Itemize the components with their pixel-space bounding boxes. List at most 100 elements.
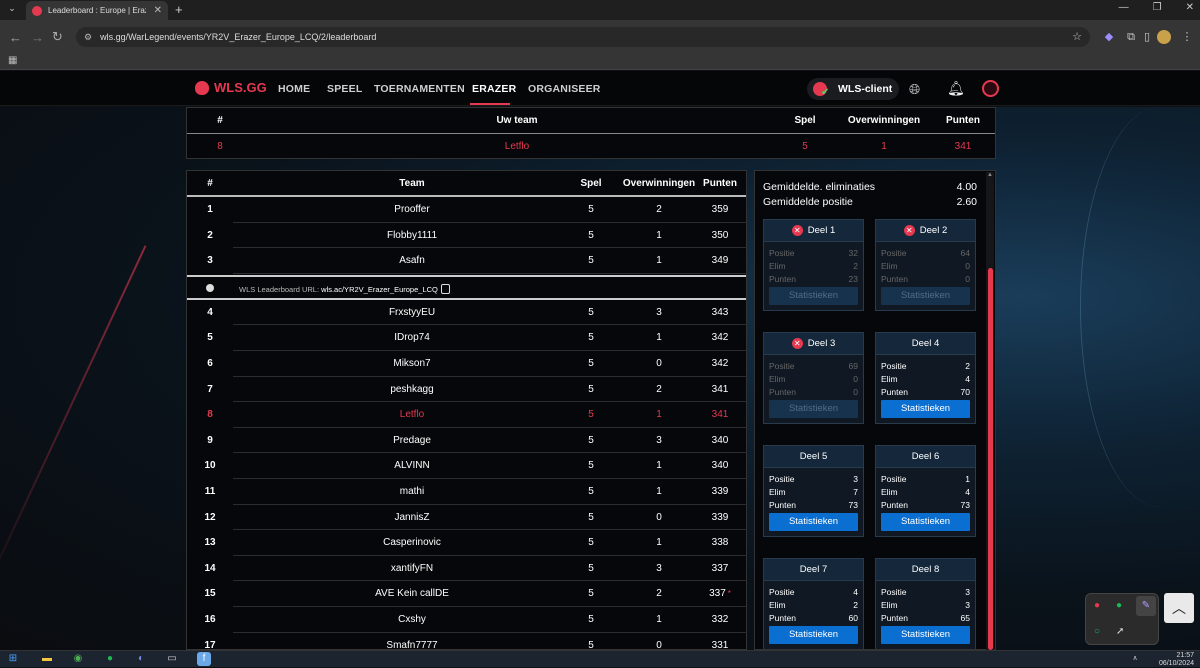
leaderboard-url: WLS Leaderboard URL: wls.ac/YR2V_Erazer_… [239,283,450,294]
row-team-name[interactable]: peshkagg [390,383,434,395]
statistics-button[interactable]: Statistieken [881,513,970,531]
bookmarks-bar: ▦ [0,52,1200,70]
browser-menu-icon[interactable]: ⋮ [1181,31,1193,43]
back-icon[interactable]: ← [9,30,22,45]
row-spel: 5 [588,639,594,650]
row-team-name[interactable]: FrxstyyEU [388,306,436,318]
wls-tray-icon[interactable]: ● [1094,600,1101,611]
start-icon[interactable]: ⊞ [8,653,18,664]
row-team-name[interactable]: Mikson7 [393,358,431,369]
scroll-up-arrow-icon[interactable]: ▲ [987,172,993,178]
row-team-name[interactable]: xantifyFN [390,562,434,574]
language-globe-icon[interactable]: 🌐︎ [909,81,921,97]
minimize-icon[interactable]: — [1118,2,1129,13]
client-logo-icon: ✔ [813,82,829,98]
notifications-bell-icon[interactable]: 🔔︎ [947,80,965,96]
part-card: ✕ Deel 3 Positie 69 Elim 0 Punten 0 Statistieken [763,332,864,424]
site-info-icon[interactable]: ⚙ [84,31,93,42]
row-rank: 8 [207,409,213,421]
row-team-name[interactable]: JannisZ [394,511,430,523]
site-logo[interactable]: WLS.GG [195,80,267,95]
panel-scroll-thumb[interactable] [988,268,993,650]
statistics-button[interactable]: Statistieken [881,626,970,644]
spotify-icon[interactable]: ● [106,653,114,664]
discord-icon[interactable]: ◐ [137,653,145,664]
app-f-icon[interactable]: f [197,652,211,666]
statistics-button[interactable]: Statistieken [881,400,970,418]
statistics-button[interactable]: Statistieken [769,513,858,531]
row-points: 340 [693,428,746,454]
row-team-name[interactable]: Cxshy [398,614,426,625]
row-team-name[interactable]: Prooffer [394,204,430,215]
row-team-name[interactable]: Predage [393,434,431,446]
nav-organiseer[interactable]: ORGANISEER [528,83,601,95]
row-team-name[interactable]: Casperinovic [383,537,441,549]
tray-overflow-popup: ● ● ✎ ○ ➚ [1085,593,1159,645]
nav-toernamenten[interactable]: TOERNAMENTEN [374,83,465,95]
reload-icon[interactable]: ↻ [52,29,63,44]
row-team-name[interactable]: Smafn7777 [386,639,438,650]
tab-list-button[interactable]: ⌄ [8,3,16,13]
taskbar-clock[interactable]: 21:57 06/10/2024 [1159,652,1194,668]
your-team-name[interactable]: Letflo [504,141,530,152]
statistics-button[interactable]: Statistieken [769,287,858,305]
part-elims-row: Elim 4 [881,374,970,384]
wls-client-button[interactable]: ✔ WLS-client [807,78,899,100]
forward-icon[interactable]: → [31,30,44,45]
address-bar[interactable]: ⚙ wls.gg/WarLegend/events/YR2V_Erazer_Eu… [76,27,1090,47]
extension-icon[interactable]: ◆ [1104,31,1114,43]
bookmark-star-icon[interactable]: ☆ [1072,31,1082,43]
chrome-icon[interactable]: ◉ [73,653,83,664]
part-elims-label: Elim [769,600,786,610]
url-value[interactable]: wls.ac/YR2V_Erazer_Europe_LCQ [321,284,438,294]
row-divider [233,401,746,403]
close-tab-icon[interactable]: ✕ [153,5,162,16]
row-wins: 2 [656,588,662,600]
side-panel-icon[interactable]: ▯ [1143,31,1151,43]
row-team-name[interactable]: Letflo [399,409,425,421]
row-points-value: 332 [711,614,729,625]
row-rank: 10 [204,460,216,472]
row-team-name[interactable]: Flobby1111 [386,229,438,241]
nav-speel[interactable]: SPEEL [327,83,363,95]
extensions-puzzle-icon[interactable]: ⧉ [1127,31,1135,43]
status-tray-icon[interactable]: ○ [1094,626,1101,637]
restore-icon[interactable]: ❐ [1152,2,1162,13]
user-avatar[interactable] [982,80,999,97]
statistics-button[interactable]: Statistieken [769,400,858,418]
copy-icon[interactable] [440,283,450,294]
row-rank: 7 [207,383,213,395]
row-points: 359 [693,197,746,223]
cursor-tray-icon[interactable]: ➚ [1116,626,1125,637]
nav-erazer[interactable]: ERAZER [472,83,517,95]
tray-chevron-icon[interactable]: ∧ [1132,655,1138,662]
feather-tray-icon[interactable]: ✎ [1136,596,1156,616]
table-row: 8 Letflo 5 1 341 [187,402,746,428]
file-explorer-icon[interactable]: ▬ [42,653,52,664]
part-elims-row: Elim 2 [769,261,858,271]
apps-grid-icon[interactable]: ▦ [8,55,18,66]
statistics-button[interactable]: Statistieken [769,626,858,644]
nav-home[interactable]: HOME [278,83,311,95]
scroll-to-top-button[interactable]: ︿ [1164,593,1194,623]
row-spel: 5 [588,511,594,523]
leaderboard-table: # Team Spel Overwinningen Punten 1 Prooff… [186,170,747,650]
row-team-name[interactable]: mathi [399,486,425,497]
row-rank: 11 [204,486,216,497]
spotify-tray-icon[interactable]: ● [1116,600,1123,611]
part-points-label: Punten [769,387,796,397]
statistics-button[interactable]: Statistieken [881,287,970,305]
new-tab-button[interactable]: + [175,2,183,17]
profile-avatar-icon[interactable] [1157,30,1171,44]
browser-tab[interactable]: Leaderboard : Europe | Erazer - ✕ [26,1,168,20]
row-team-name[interactable]: ALVINN [394,460,430,472]
close-window-icon[interactable]: ✕ [1185,2,1194,13]
terminal-icon[interactable]: ▭ [167,653,177,664]
row-divider [233,221,746,223]
row-team-name[interactable]: AVE Kein callDE [375,588,449,600]
part-position-label: Positie [881,361,907,371]
part-elims-value: 2 [853,261,858,271]
row-team-name[interactable]: Asafn [399,255,425,267]
row-team-name[interactable]: IDrop74 [394,332,430,344]
part-name: Deel 4 [911,338,940,349]
